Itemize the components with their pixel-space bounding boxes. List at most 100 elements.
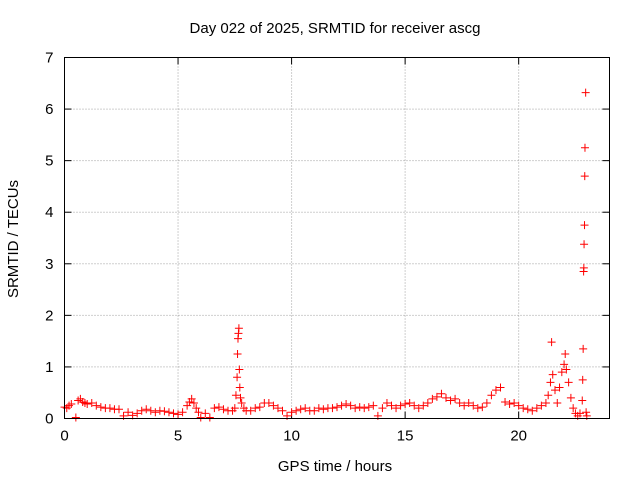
x-tick-label: 10: [283, 428, 300, 445]
data-point: [482, 399, 491, 408]
data-point: [414, 404, 423, 413]
data-point: [564, 378, 573, 387]
data-point: [547, 338, 556, 347]
data-point: [566, 393, 575, 402]
y-tick-label: 0: [45, 411, 53, 428]
data-point: [314, 404, 323, 413]
y-tick-label: 3: [45, 256, 53, 273]
data-point: [382, 399, 391, 408]
y-tick-label: 5: [45, 153, 53, 170]
axis-ticks: [64, 57, 610, 419]
data-point: [578, 375, 587, 384]
data-point: [237, 399, 246, 408]
data-point: [396, 401, 405, 410]
data-point: [255, 403, 264, 412]
data-point: [580, 221, 589, 230]
data-point: [230, 404, 239, 413]
data-point: [455, 399, 464, 408]
data-point: [210, 404, 219, 413]
data-point: [246, 406, 255, 415]
data-point: [235, 383, 244, 392]
data-point: [164, 408, 173, 417]
data-point: [451, 394, 460, 403]
data-point: [579, 344, 588, 353]
data-point: [169, 409, 178, 418]
data-point: [137, 406, 146, 415]
x-tick-label: 20: [510, 428, 527, 445]
data-point: [560, 360, 569, 369]
data-point: [333, 403, 341, 412]
data-point: [569, 404, 578, 413]
data-point: [355, 403, 364, 412]
data-point: [67, 400, 76, 409]
y-axis-title: SRMTID / TECUs: [5, 180, 22, 298]
data-point: [269, 401, 278, 410]
data-point: [575, 409, 584, 418]
data-point: [146, 406, 155, 415]
data-point: [196, 413, 205, 422]
data-point: [155, 406, 164, 415]
data-point: [351, 404, 360, 413]
data-point: [292, 406, 301, 415]
data-point: [96, 403, 105, 412]
data-point: [419, 401, 428, 410]
data-point: [378, 404, 387, 413]
data-point: [580, 240, 589, 249]
data-point: [342, 400, 351, 409]
data-point: [491, 386, 500, 395]
data-point: [287, 408, 296, 417]
data-point: [278, 406, 287, 415]
data-point: [233, 350, 242, 359]
data-point: [460, 401, 469, 410]
data-point: [501, 397, 510, 406]
data-point: [581, 88, 590, 97]
data-point: [234, 324, 243, 333]
data-point: [219, 405, 228, 414]
data-point: [514, 401, 523, 410]
data-point: [369, 401, 378, 410]
y-tick-label: 2: [45, 307, 53, 324]
data-point: [580, 143, 589, 152]
data-point: [301, 404, 310, 413]
data-point: [71, 413, 80, 422]
y-tick-label: 7: [45, 50, 53, 67]
data-point: [160, 407, 169, 416]
data-point: [410, 401, 419, 410]
data-point: [142, 405, 151, 414]
data-point: [201, 409, 210, 418]
data-point: [405, 399, 414, 408]
data-point: [151, 408, 160, 417]
data-point: [124, 408, 133, 417]
data-point: [80, 399, 89, 408]
data-point: [551, 386, 559, 395]
data-point: [446, 396, 455, 405]
data-point: [319, 405, 328, 414]
x-tick-label: 0: [60, 428, 68, 445]
data-point: [133, 409, 142, 418]
data-points: [60, 88, 591, 422]
data-point: [178, 408, 187, 417]
x-axis-title: GPS time / hours: [278, 458, 392, 475]
data-point: [578, 396, 587, 405]
data-point: [346, 401, 355, 410]
data-point: [487, 391, 496, 400]
data-point: [105, 404, 114, 413]
plot-frame: [64, 57, 610, 419]
data-point: [187, 394, 196, 403]
data-point: [364, 403, 373, 412]
data-point: [437, 389, 446, 398]
data-point: [473, 404, 482, 413]
data-point: [544, 391, 553, 400]
data-point: [432, 392, 441, 401]
data-point: [562, 365, 571, 374]
x-tick-label: 5: [174, 428, 182, 445]
data-point: [236, 393, 245, 402]
data-point: [231, 391, 240, 400]
data-point: [189, 399, 198, 408]
x-tick-labels: 0 5 10 15 20: [60, 428, 527, 445]
data-point: [541, 399, 550, 408]
x-tick-label: 15: [397, 428, 414, 445]
data-point: [537, 401, 546, 410]
data-point: [174, 410, 183, 419]
data-point: [251, 404, 260, 413]
